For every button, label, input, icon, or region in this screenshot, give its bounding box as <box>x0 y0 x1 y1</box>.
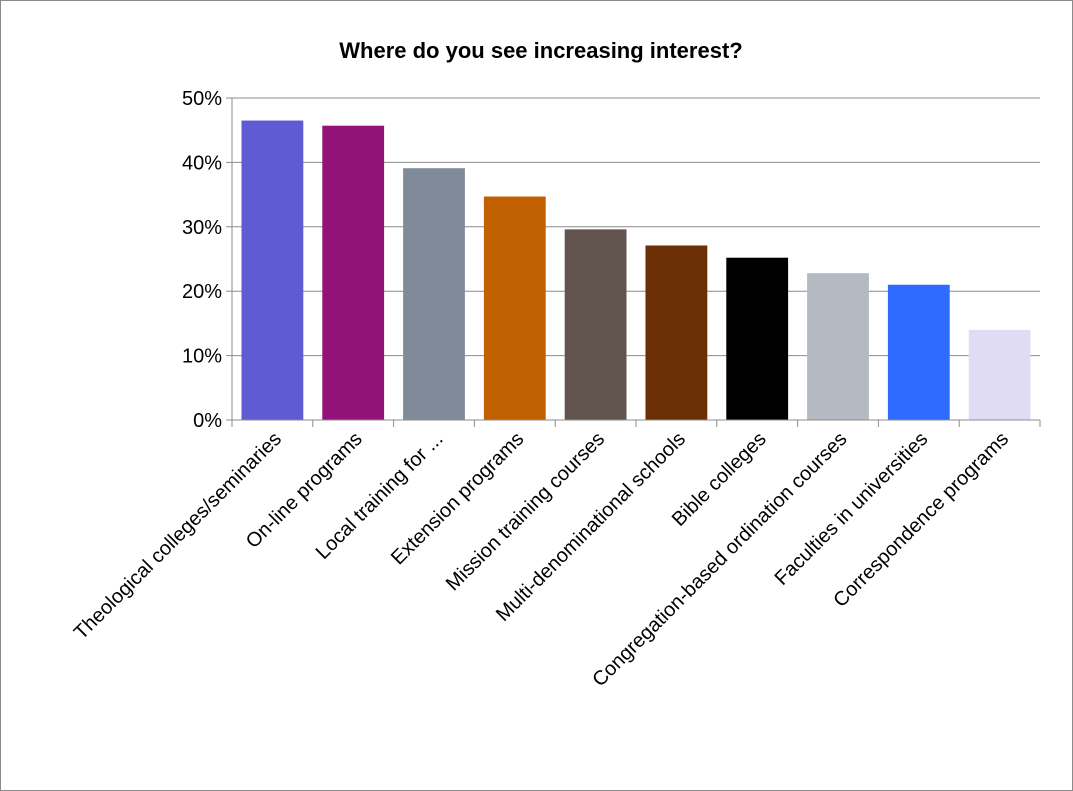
x-tick-label: Extension programs <box>387 428 528 569</box>
bar <box>968 329 1031 420</box>
x-tick-label: Correspondence programs <box>829 428 1013 612</box>
y-tick-label: 0% <box>193 410 222 432</box>
y-tick-label: 30% <box>182 217 222 239</box>
chart-title: Where do you see increasing interest? <box>339 38 742 63</box>
bar <box>645 245 708 420</box>
y-tick-label: 50% <box>182 88 222 110</box>
bar <box>726 257 789 420</box>
bar <box>403 168 465 420</box>
axes <box>226 97 1041 427</box>
y-tick-label: 10% <box>182 346 222 368</box>
bar <box>483 196 546 420</box>
x-tick-label: Faculties in universities <box>771 428 933 590</box>
bar <box>887 284 950 420</box>
bars <box>241 120 1031 420</box>
x-tick-label: Mission training courses <box>442 428 609 595</box>
y-tick-label: 40% <box>182 152 222 174</box>
bar <box>564 229 627 420</box>
bar <box>241 120 304 420</box>
bar <box>322 125 385 420</box>
y-tick-label: 20% <box>182 281 222 303</box>
bar <box>807 273 869 420</box>
